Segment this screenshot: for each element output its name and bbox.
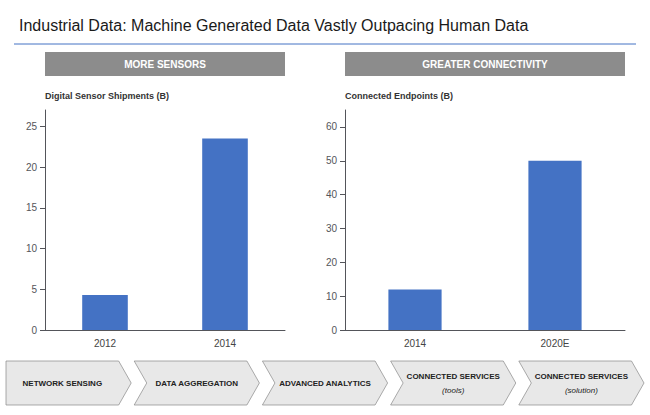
svg-text:DATA AGGREGATION: DATA AGGREGATION (156, 379, 239, 388)
svg-text:Connected Endpoints (B): Connected Endpoints (B) (345, 91, 453, 101)
svg-text:5: 5 (31, 284, 37, 295)
svg-text:15: 15 (26, 202, 38, 213)
svg-text:40: 40 (326, 189, 338, 200)
svg-text:30: 30 (326, 223, 338, 234)
svg-text:2020E: 2020E (541, 338, 570, 349)
svg-text:CONNECTED SERVICES: CONNECTED SERVICES (407, 372, 501, 381)
svg-text:10: 10 (326, 291, 338, 302)
svg-text:CONNECTED SERVICES: CONNECTED SERVICES (535, 372, 629, 381)
svg-text:(tools): (tools) (442, 386, 465, 395)
svg-text:Industrial Data: Machine Gener: Industrial Data: Machine Generated Data … (19, 17, 528, 34)
svg-text:Digital Sensor Shipments (B): Digital Sensor Shipments (B) (45, 91, 169, 101)
svg-text:NETWORK SENSING: NETWORK SENSING (23, 379, 103, 388)
svg-text:ADVANCED ANALYTICS: ADVANCED ANALYTICS (279, 379, 371, 388)
svg-text:10: 10 (26, 243, 38, 254)
svg-text:2014: 2014 (214, 338, 237, 349)
svg-text:2014: 2014 (404, 338, 427, 349)
svg-text:GREATER CONNECTIVITY: GREATER CONNECTIVITY (422, 59, 548, 70)
svg-text:25: 25 (26, 121, 38, 132)
svg-text:2012: 2012 (94, 338, 117, 349)
svg-text:0: 0 (331, 325, 337, 336)
svg-text:MORE SENSORS: MORE SENSORS (124, 59, 206, 70)
svg-text:60: 60 (326, 121, 338, 132)
svg-text:(solution): (solution) (565, 386, 598, 395)
svg-text:20: 20 (326, 257, 338, 268)
svg-text:20: 20 (26, 162, 38, 173)
svg-text:50: 50 (326, 155, 338, 166)
svg-text:0: 0 (31, 325, 37, 336)
